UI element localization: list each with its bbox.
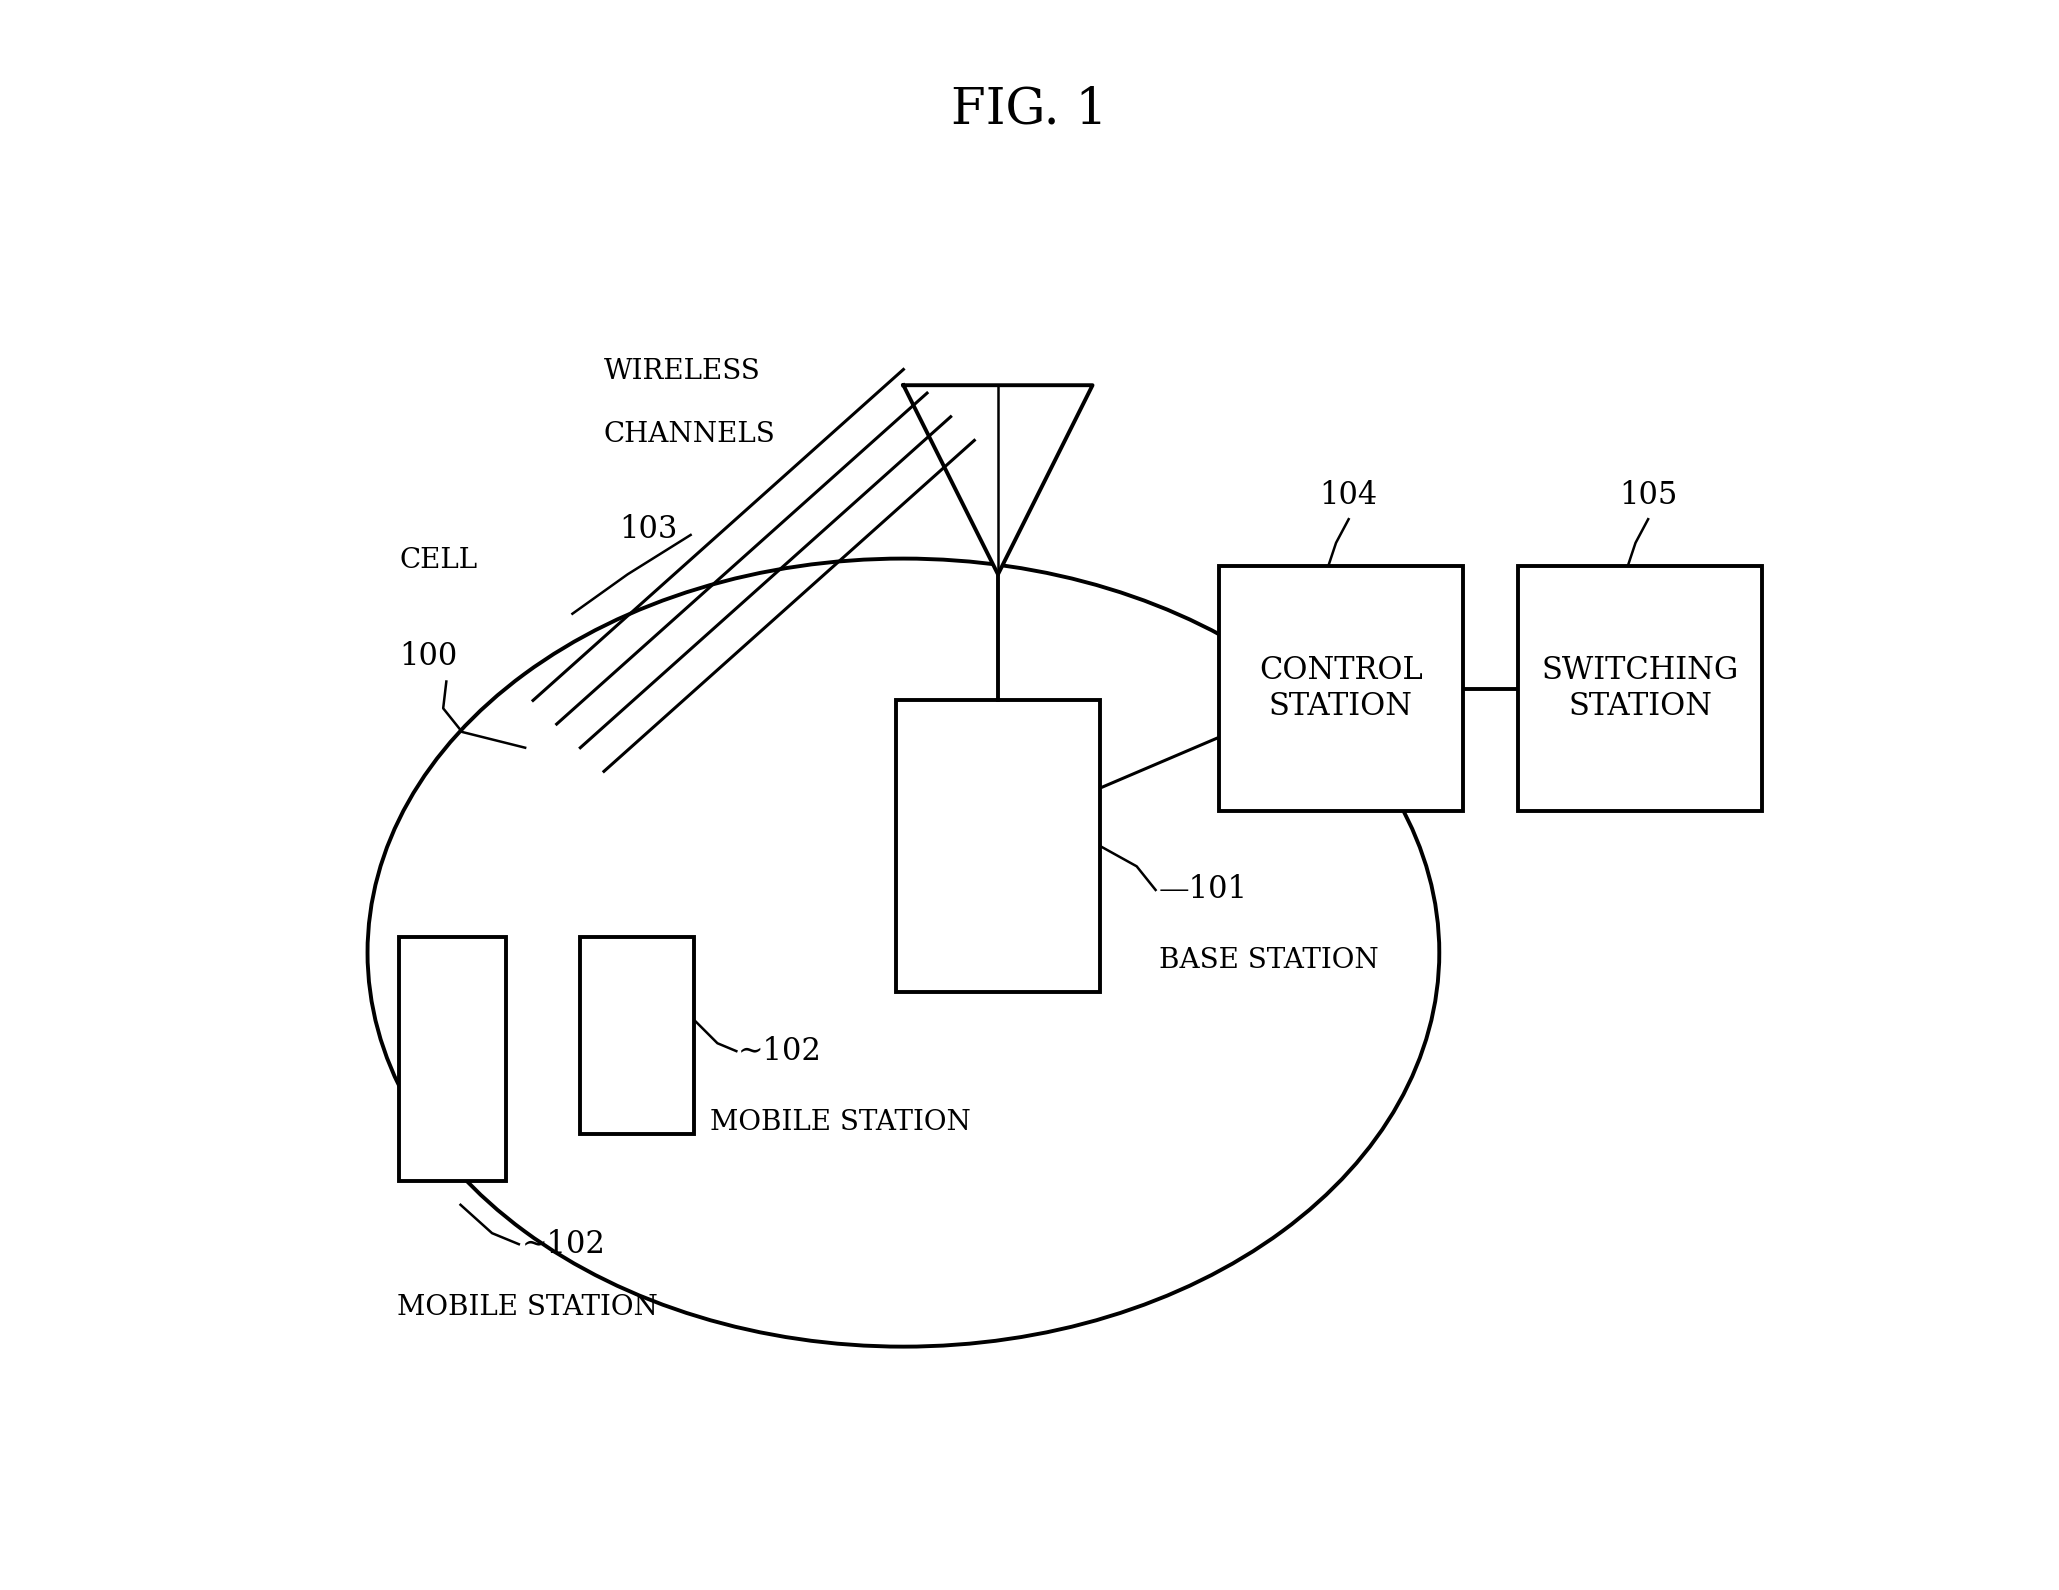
Bar (1517, 566, 1763, 811)
Bar (399, 937, 507, 1181)
Text: CELL: CELL (399, 547, 478, 574)
Bar (581, 937, 694, 1134)
Text: CONTROL
STATION: CONTROL STATION (1258, 655, 1423, 722)
Text: 104: 104 (1320, 480, 1377, 510)
Text: 103: 103 (620, 515, 677, 545)
Text: —101: —101 (1159, 875, 1248, 905)
Polygon shape (904, 385, 1093, 574)
Text: WIRELESS: WIRELESS (603, 358, 760, 385)
Text: ∼102: ∼102 (523, 1229, 605, 1259)
Ellipse shape (369, 558, 1439, 1347)
Text: BASE STATION: BASE STATION (1159, 948, 1377, 975)
Text: MOBILE STATION: MOBILE STATION (710, 1108, 970, 1135)
Text: MOBILE STATION: MOBILE STATION (397, 1294, 659, 1321)
Text: 105: 105 (1618, 480, 1678, 510)
Text: FIG. 1: FIG. 1 (951, 84, 1108, 134)
Bar (1219, 566, 1464, 811)
Bar (896, 701, 1100, 992)
Text: 100: 100 (399, 641, 457, 671)
Text: ∼102: ∼102 (737, 1035, 822, 1067)
Text: SWITCHING
STATION: SWITCHING STATION (1542, 655, 1740, 722)
Text: CHANNELS: CHANNELS (603, 421, 776, 448)
